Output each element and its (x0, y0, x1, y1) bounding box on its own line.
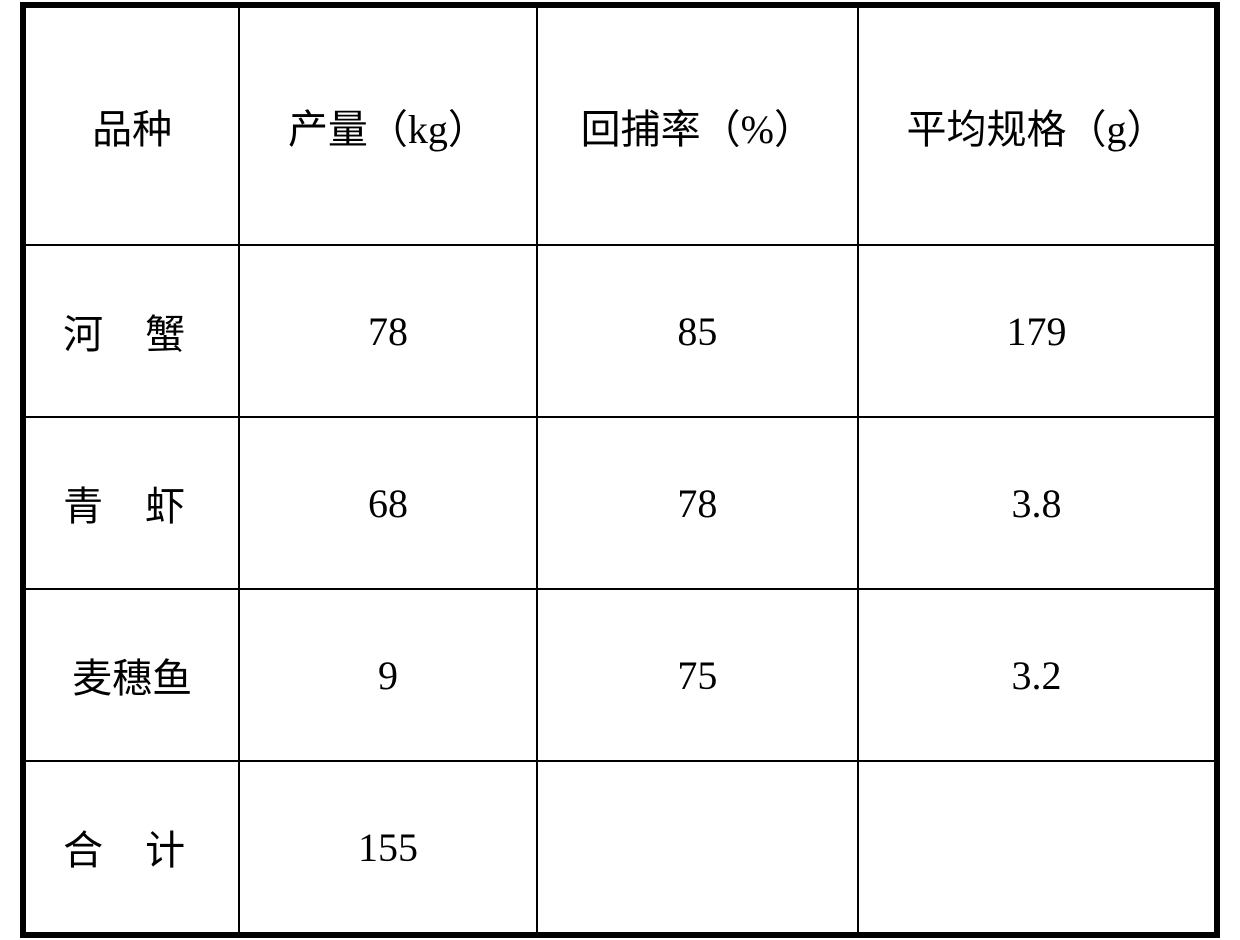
table-row: 青 虾 68 78 3.8 (25, 417, 1215, 589)
table-row: 麦穗鱼 9 75 3.2 (25, 589, 1215, 761)
cell-recapture: 85 (537, 245, 858, 417)
cell-avg-spec: 3.8 (858, 417, 1215, 589)
cell-avg-spec: 179 (858, 245, 1215, 417)
cell-species: 麦穗鱼 (25, 589, 239, 761)
cell-species: 青 虾 (25, 417, 239, 589)
cell-species: 合 计 (25, 761, 239, 933)
cell-species: 河 蟹 (25, 245, 239, 417)
cell-yield: 78 (239, 245, 537, 417)
data-table: 品种 产量（kg） 回捕率（%） 平均规格（g） 河 蟹 78 85 179 青… (24, 6, 1216, 934)
col-header-species: 品种 (25, 7, 239, 245)
col-header-recapture: 回捕率（%） (537, 7, 858, 245)
table-row: 河 蟹 78 85 179 (25, 245, 1215, 417)
table-row-total: 合 计 155 (25, 761, 1215, 933)
table-header-row: 品种 产量（kg） 回捕率（%） 平均规格（g） (25, 7, 1215, 245)
cell-recapture: 75 (537, 589, 858, 761)
cell-avg-spec: 3.2 (858, 589, 1215, 761)
col-header-avg-spec: 平均规格（g） (858, 7, 1215, 245)
cell-avg-spec (858, 761, 1215, 933)
cell-recapture (537, 761, 858, 933)
cell-yield: 9 (239, 589, 537, 761)
data-table-container: 品种 产量（kg） 回捕率（%） 平均规格（g） 河 蟹 78 85 179 青… (20, 2, 1220, 938)
col-header-yield: 产量（kg） (239, 7, 537, 245)
cell-yield: 155 (239, 761, 537, 933)
cell-recapture: 78 (537, 417, 858, 589)
cell-yield: 68 (239, 417, 537, 589)
